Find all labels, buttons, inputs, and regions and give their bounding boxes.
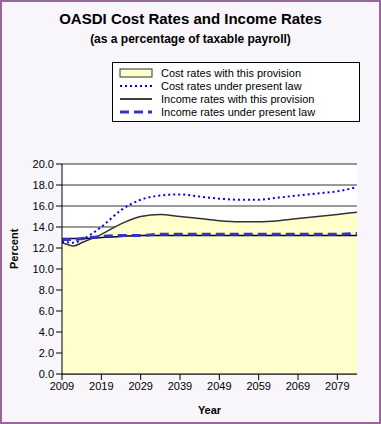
svg-text:18.0: 18.0: [33, 179, 54, 191]
svg-text:14.0: 14.0: [33, 221, 54, 233]
html-text:(as a percentage of taxable pa: (as a percentage of taxable payroll): [90, 32, 291, 46]
svg-text:2019: 2019: [89, 380, 113, 392]
svg-text:2.0: 2.0: [39, 347, 54, 359]
svg-text:0.0: 0.0: [39, 368, 54, 380]
html-text:Cost rates with this provision: Cost rates with this provision: [161, 66, 301, 79]
html-text:Income rates with this provisi: Income rates with this provision: [161, 92, 315, 105]
svg-text:20.0: 20.0: [33, 158, 54, 170]
svg-text:2009: 2009: [50, 380, 74, 392]
svg-text:2059: 2059: [246, 380, 270, 392]
svg-text:Year: Year: [198, 404, 222, 416]
svg-text:12.0: 12.0: [33, 242, 54, 254]
svg-text:10.0: 10.0: [33, 263, 54, 275]
svg-text:Percent: Percent: [8, 228, 20, 269]
svg-text:2029: 2029: [128, 380, 152, 392]
html-text:OASDI Cost Rates and Income Ra: OASDI Cost Rates and Income Rates: [59, 10, 322, 27]
svg-text:2039: 2039: [168, 380, 192, 392]
svg-text:16.0: 16.0: [33, 200, 54, 212]
svg-text:4.0: 4.0: [39, 326, 54, 338]
svg-text:8.0: 8.0: [39, 284, 54, 296]
svg-text:2049: 2049: [207, 380, 231, 392]
svg-text:2069: 2069: [286, 380, 310, 392]
html-text:Income rates under present law: Income rates under present law: [161, 105, 316, 118]
svg-text:6.0: 6.0: [39, 305, 54, 317]
html-text:Cost rates under present law: Cost rates under present law: [161, 79, 302, 92]
svg-text:2079: 2079: [325, 380, 349, 392]
